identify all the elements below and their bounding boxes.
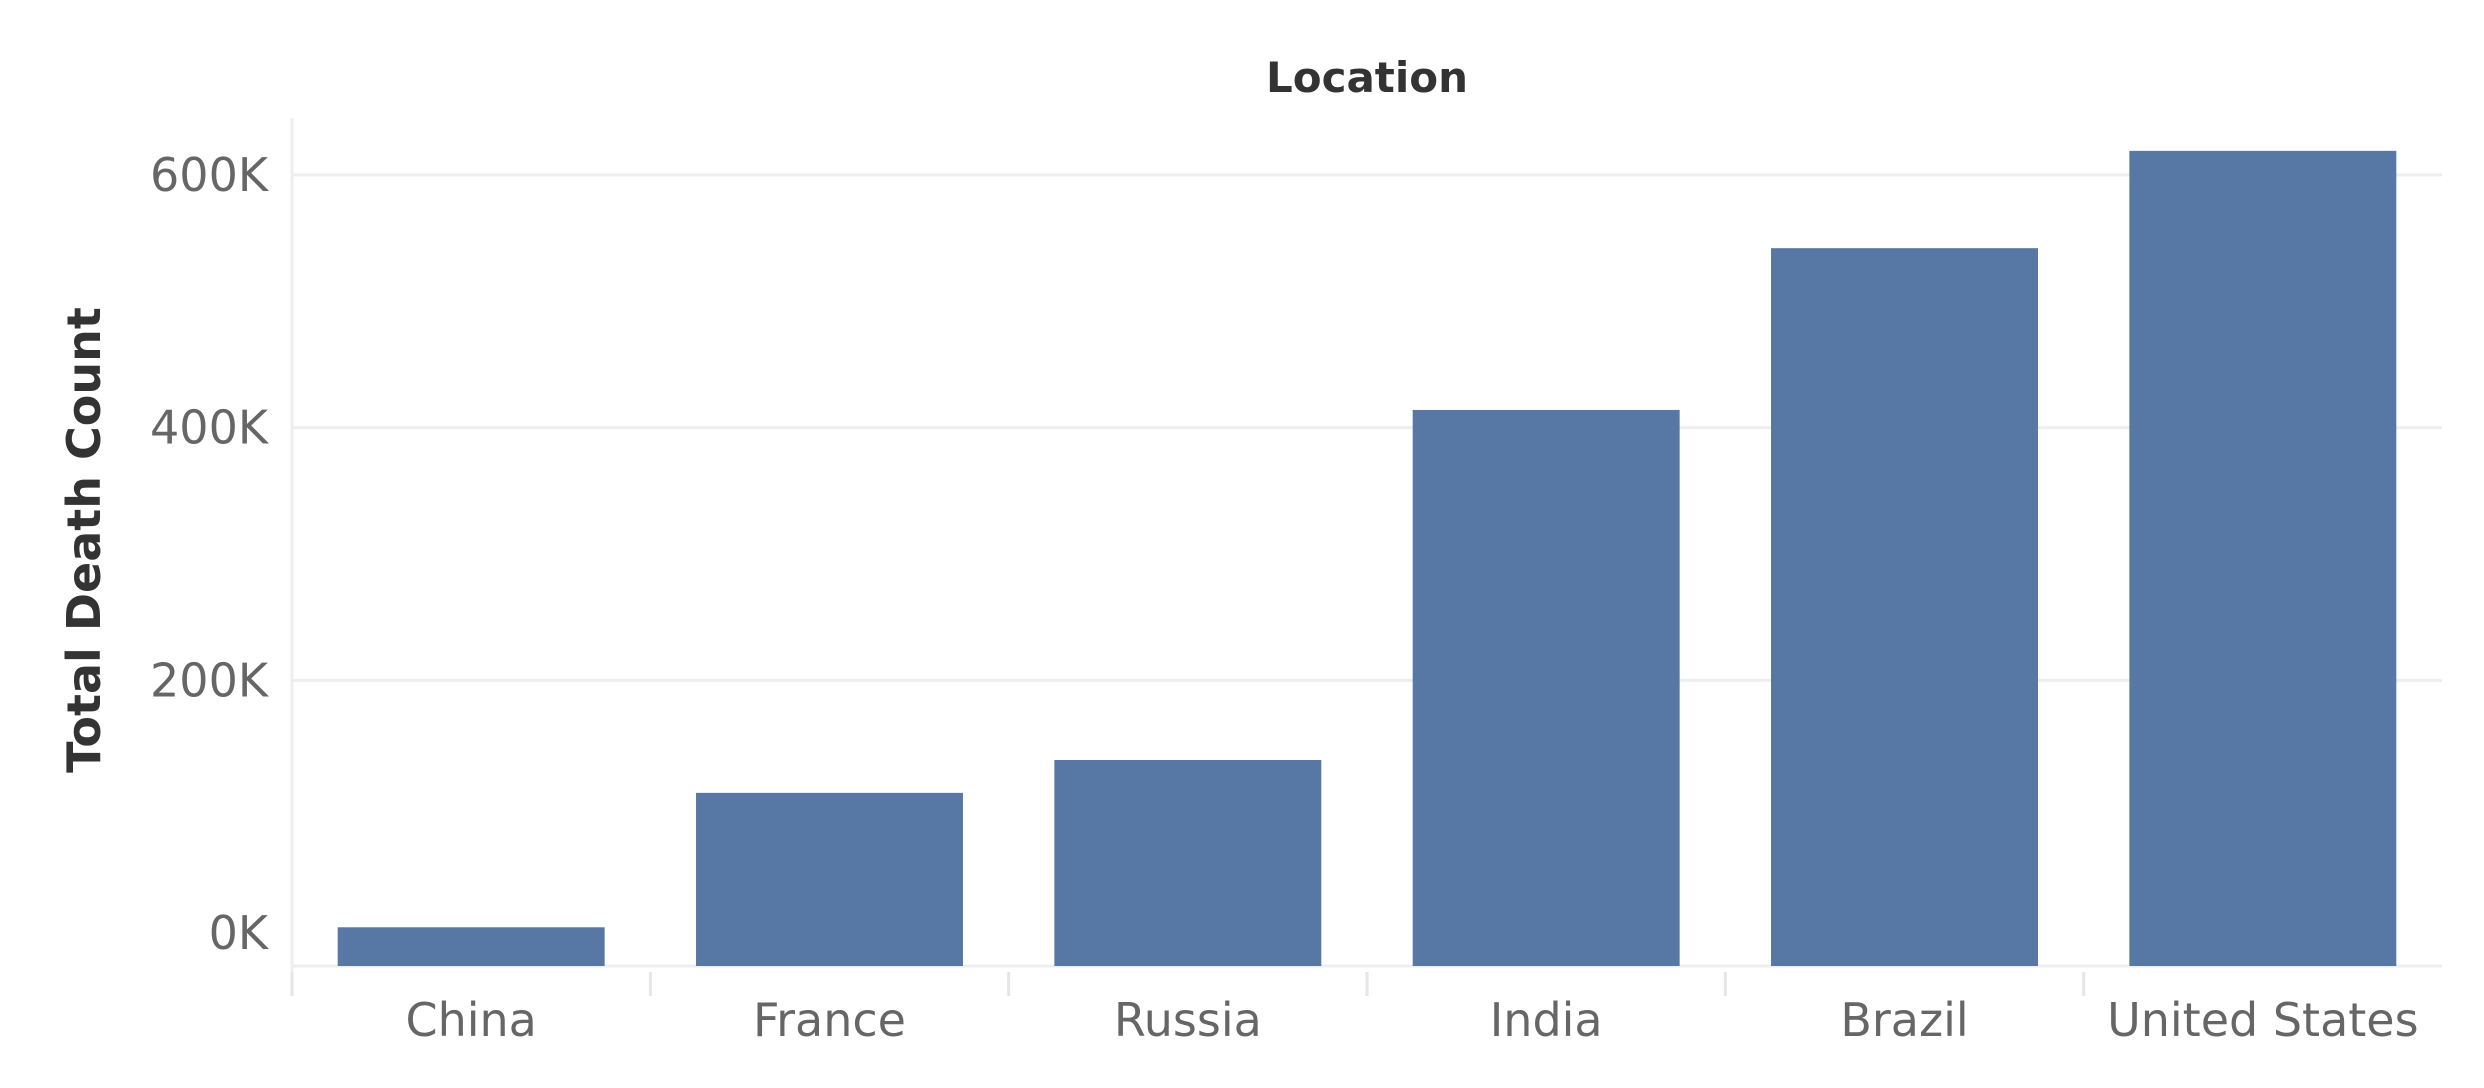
bar-china	[337, 927, 605, 966]
y-tick-label: 600K	[150, 148, 270, 202]
y-tick-label: 0K	[209, 906, 270, 960]
x-axis-ticks: China France Russia India Brazil United State…	[290, 972, 2419, 1047]
x-tick-label: United States	[2107, 993, 2419, 1047]
gridlines	[290, 118, 2442, 986]
bar-france	[696, 792, 963, 966]
x-tick-label: Brazil	[1840, 993, 1968, 1047]
y-axis-ticks: 0K 200K 400K 600K	[150, 148, 270, 960]
chart-title: Location	[1266, 53, 1468, 102]
bar-united-states	[2129, 150, 2397, 967]
x-tick-label: France	[753, 993, 906, 1047]
bar-russia	[1054, 760, 1322, 966]
y-tick-label: 200K	[150, 653, 270, 707]
bar-india	[1412, 409, 1680, 966]
bars	[337, 150, 2397, 967]
y-tick-label: 400K	[150, 401, 270, 455]
x-tick-label: India	[1490, 993, 1603, 1047]
bar-brazil	[1771, 248, 2038, 966]
y-axis-title: Total Death Count	[57, 307, 111, 773]
x-tick-label: China	[405, 993, 536, 1047]
x-tick-label: Russia	[1114, 993, 1262, 1047]
